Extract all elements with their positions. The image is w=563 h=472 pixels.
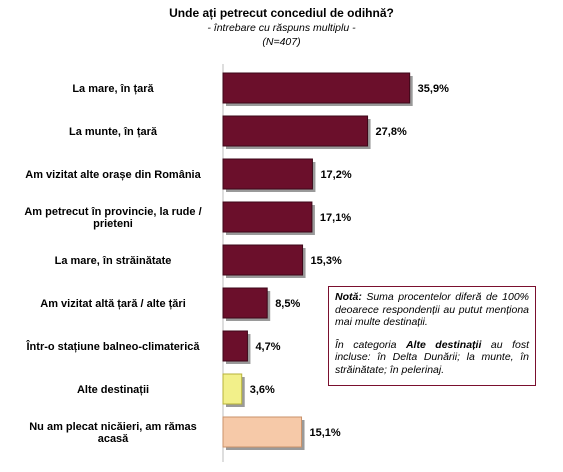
note-prefix-2: În categoria — [335, 338, 397, 351]
category-label: Am vizitat alte orașe din România — [25, 169, 201, 181]
category-label: Am vizitat altă țară / alte țări — [40, 298, 186, 310]
value-label: 15,3% — [311, 255, 342, 267]
value-label: 4,7% — [255, 341, 280, 353]
value-label: 15,1% — [310, 427, 341, 439]
category-label: Într-o stațiune balneo-climaterică — [26, 340, 201, 353]
value-label: 8,5% — [275, 298, 300, 310]
bar-8 — [222, 373, 243, 405]
value-label: 35,9% — [418, 83, 449, 95]
category-label: La munte, în țară — [69, 126, 158, 138]
category-label: Am petrecut în provincie, la rude / priet… — [24, 206, 201, 230]
note-text-1: Suma procentelor diferă de 100% deoarece… — [335, 291, 529, 328]
category-label: La mare, în străinătate — [55, 255, 172, 267]
note-text-2: au fost incluse: în Delta Dunării; la mu… — [335, 338, 529, 376]
bar-6 — [222, 287, 268, 319]
bar-9 — [222, 416, 303, 448]
value-label: 3,6% — [250, 384, 275, 396]
value-label: 27,8% — [376, 126, 407, 138]
bar-1 — [222, 72, 411, 104]
chart-title: Unde ați petrecut concediul de odihnă? — [169, 6, 394, 20]
category-label: Nu am plecat nicăieri, am rămas acasă — [29, 421, 197, 445]
bar-7 — [222, 330, 248, 362]
category-label: La mare, în țară — [72, 83, 154, 95]
note-bold-2: Alte destinații — [405, 338, 482, 351]
bar-3 — [222, 158, 313, 190]
chart-note: Notă: Suma procentelor diferă de 100% de… — [328, 286, 536, 386]
chart-sample-size: (N=407) — [262, 36, 301, 48]
value-label: 17,2% — [320, 169, 351, 181]
bar-4 — [222, 201, 313, 233]
chart-subtitle: - întrebare cu răspuns multiplu - — [207, 22, 356, 34]
value-label: 17,1% — [320, 212, 351, 224]
category-label: Alte destinații — [77, 384, 149, 396]
note-label: Notă: — [335, 291, 362, 303]
bar-2 — [222, 115, 369, 147]
bar-5 — [222, 244, 304, 276]
